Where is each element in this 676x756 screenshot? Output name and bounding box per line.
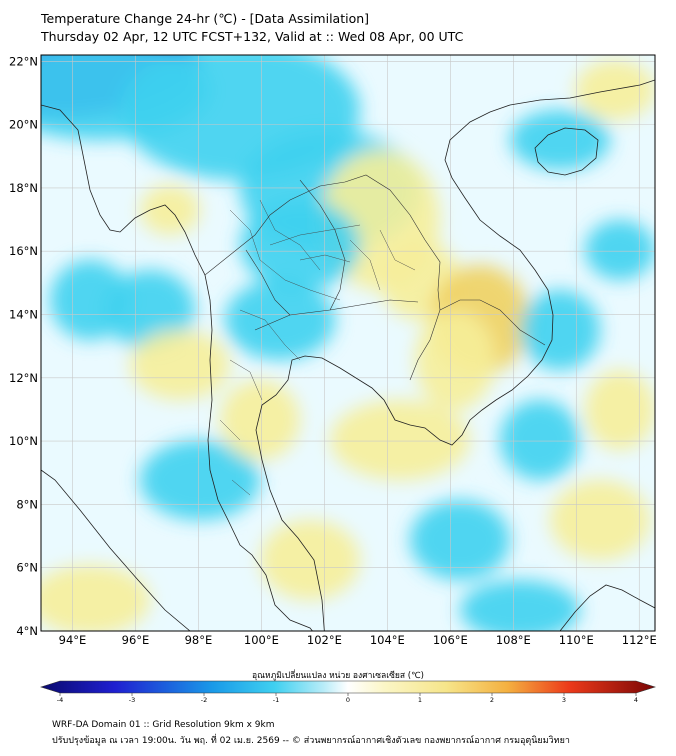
colorbar-tick-label: 3 bbox=[562, 696, 566, 704]
lat-tick-label: 14°N bbox=[9, 308, 38, 322]
colorbar-tick-label: -3 bbox=[129, 696, 135, 704]
lon-tick-label: 100°E bbox=[244, 633, 279, 647]
colorbar-tick-label: 0 bbox=[346, 696, 350, 704]
colorbar-tick-label: -2 bbox=[201, 696, 207, 704]
map-subtitle: Thursday 02 Apr, 12 UTC FCST+132, Valid … bbox=[41, 29, 464, 44]
lon-tick-label: 104°E bbox=[370, 633, 405, 647]
lon-tick-label: 112°E bbox=[622, 633, 657, 647]
lat-tick-label: 16°N bbox=[9, 244, 38, 258]
lat-tick-label: 8°N bbox=[16, 497, 38, 511]
lon-tick-label: 108°E bbox=[496, 633, 531, 647]
lat-tick-label: 6°N bbox=[16, 561, 38, 575]
lon-tick-label: 110°E bbox=[559, 633, 594, 647]
colorbar-tick-label: 4 bbox=[634, 696, 638, 704]
field-patch bbox=[550, 480, 650, 560]
lat-tick-label: 10°N bbox=[9, 434, 38, 448]
field-patch bbox=[41, 565, 150, 631]
update-credit: ปรับปรุงข้อมูล ณ เวลา 19:00น. วัน พฤ. ที… bbox=[52, 736, 570, 746]
field-patch bbox=[500, 400, 580, 480]
latitude-labels: 22°N 20°N 18°N 16°N 14°N 12°N 10°N 8°N 6°N 4°N bbox=[9, 54, 38, 638]
lon-tick-label: 106°E bbox=[433, 633, 468, 647]
field-patch bbox=[330, 400, 470, 480]
field-patch bbox=[460, 580, 580, 631]
country-borders bbox=[204, 174, 546, 381]
coastlines bbox=[41, 79, 655, 631]
model-info: WRF-DA Domain 01 :: Grid Resolution 9km … bbox=[52, 720, 275, 730]
lat-tick-label: 22°N bbox=[9, 54, 38, 68]
lon-tick-label: 98°E bbox=[185, 633, 213, 647]
field-patch bbox=[585, 220, 655, 280]
lon-tick-label: 96°E bbox=[122, 633, 150, 647]
colorbar: -4 -3 -2 -1 0 1 2 3 4 bbox=[40, 680, 656, 704]
lat-tick-label: 12°N bbox=[9, 371, 38, 385]
colorbar-tick-label: -1 bbox=[273, 696, 279, 704]
colorbar-ticks: -4 -3 -2 -1 0 1 2 3 4 bbox=[57, 693, 638, 704]
field-patch bbox=[510, 110, 610, 170]
plot-frame bbox=[40, 54, 656, 632]
colorbar-ramp bbox=[40, 680, 656, 694]
field-patch bbox=[585, 370, 655, 450]
lon-tick-label: 94°E bbox=[59, 633, 87, 647]
field-patch bbox=[130, 330, 230, 400]
field-patch bbox=[415, 310, 495, 410]
lon-tick-label: 102°E bbox=[307, 633, 342, 647]
colorbar-label: อุณหภูมิเปลี่ยนแปลง หน่วย องศาเซลเซียส (… bbox=[252, 671, 424, 681]
map-title: Temperature Change 24-hr (℃) - [Data Ass… bbox=[41, 11, 370, 26]
colorbar-tick-label: -4 bbox=[57, 696, 63, 704]
lat-tick-label: 20°N bbox=[9, 118, 38, 132]
field-patch bbox=[50, 260, 130, 340]
longitude-labels: 94°E 96°E 98°E 100°E 102°E 104°E 106°E 108°E 110… bbox=[59, 633, 657, 647]
field-patch bbox=[520, 290, 600, 370]
field-patch bbox=[575, 60, 655, 120]
field-patch bbox=[410, 500, 510, 580]
colorbar-tick-label: 1 bbox=[418, 696, 422, 704]
field-patch bbox=[260, 520, 360, 600]
plot-area bbox=[41, 55, 655, 631]
province-borders bbox=[219, 199, 416, 496]
lat-tick-label: 4°N bbox=[16, 624, 38, 638]
colorbar-tick-label: 2 bbox=[490, 696, 494, 704]
field-patch bbox=[225, 280, 335, 360]
gridlines bbox=[41, 55, 655, 631]
field-patch bbox=[140, 440, 260, 520]
lat-tick-label: 18°N bbox=[9, 181, 38, 195]
